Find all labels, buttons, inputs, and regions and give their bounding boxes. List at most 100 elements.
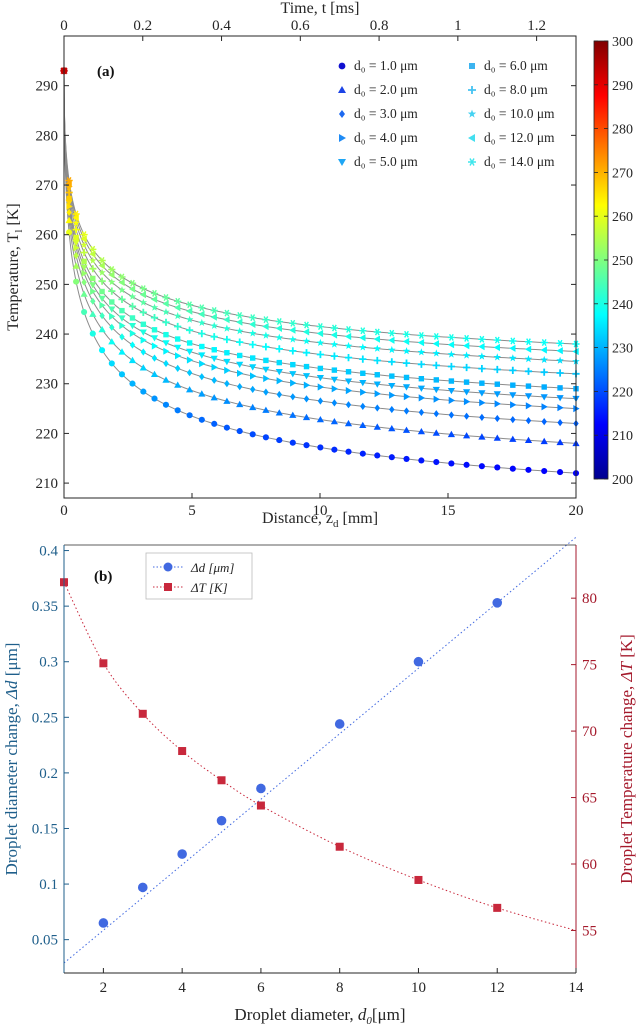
point-d0-4.0 (250, 372, 257, 380)
point-d0-12.0 (302, 328, 310, 336)
panel-b-x-axis-label: Droplet diameter, d0[μm] (234, 1005, 405, 1027)
point-d0-2.0 (447, 430, 455, 438)
point-d0-6.0 (109, 299, 115, 305)
point-d0-5.0 (432, 386, 440, 394)
point-d0-5.0 (65, 199, 73, 206)
point-d0-5.0 (108, 306, 116, 313)
point-d0-14.0 (262, 316, 270, 324)
colorbar-tick-label: 230 (612, 342, 633, 357)
x-tick-label: 20 (569, 503, 584, 519)
point-d0-3.0 (331, 399, 338, 407)
legend-a-marker-8.0 (468, 86, 476, 94)
x-axis-ticks: 0 5 10 15 20 (60, 493, 584, 519)
point-d0-6.0 (331, 367, 338, 373)
legend-a-label-1.0: d₀ = 1.0 μm (354, 58, 418, 73)
point-d0-14.0 (210, 307, 218, 314)
legend-a-marker-1.0 (338, 62, 346, 70)
point-d0-2.0 (540, 437, 548, 445)
legend-a-marker-10.0 (467, 109, 477, 118)
colorbar-tick-label: 280 (612, 123, 633, 138)
point-d0-14.0 (236, 311, 244, 319)
point-d0-6.0 (479, 380, 485, 386)
point-d0-6.0 (403, 374, 410, 381)
point-d0-2.0 (359, 421, 367, 428)
point-d0-3.0 (525, 417, 532, 425)
point-d0-10.0 (89, 256, 97, 264)
point-d0-5.0 (524, 393, 533, 400)
point-d0-1.0 (73, 278, 80, 285)
point-d0-10.0 (275, 333, 283, 341)
point-d0-1.0 (98, 347, 106, 354)
time-tick-label: 1.2 (527, 18, 546, 34)
point-d0-4.0 (510, 401, 517, 409)
point-d0-1.0 (151, 395, 158, 402)
point-d0-1.0 (317, 444, 324, 451)
point-d0-1.0 (345, 448, 352, 455)
point-dt (335, 842, 344, 851)
point-d0-1.0 (478, 463, 485, 470)
point-d0-6.0 (73, 234, 79, 241)
point-d0-12.0 (344, 332, 352, 341)
point-d0-4.0 (73, 244, 80, 252)
point-d0-4.0 (389, 391, 396, 399)
point-d0-4.0 (331, 385, 338, 393)
panel-b-markers (60, 578, 503, 928)
left-y-tick-label: 0.1 (39, 877, 58, 893)
point-d0-12.0 (128, 285, 136, 293)
x-tick-label: 15 (441, 503, 456, 519)
point-d0-3.0 (211, 376, 217, 384)
point-d0-10.0 (210, 321, 218, 329)
point-d0-2.0 (118, 348, 126, 355)
point-d0-14.0 (162, 294, 170, 302)
point-dt (99, 659, 108, 668)
temperature-markers (60, 66, 580, 477)
panel-b-x-tick-label: 4 (178, 980, 186, 996)
point-d0-8.0 (65, 188, 73, 197)
point-d0-12.0 (236, 318, 243, 326)
point-d0-14.0 (65, 177, 73, 184)
point-d0-8.0 (150, 314, 159, 322)
point-d0-2.0 (223, 397, 231, 404)
panel-b-x-tick-label: 12 (490, 980, 505, 996)
point-d0-6.0 (510, 382, 516, 388)
point-d0-2.0 (302, 413, 311, 421)
point-d0-6.0 (236, 352, 243, 359)
point-d0-5.0 (118, 315, 126, 322)
point-d0-14.0 (556, 339, 564, 347)
point-d0-1.0 (331, 446, 338, 453)
point-d0-4.0 (374, 390, 381, 398)
legend-a-label-6.0: d₀ = 6.0 μm (484, 58, 548, 73)
point-d0-1.0 (89, 330, 96, 337)
point-d0-5.0 (478, 390, 486, 397)
point-d0-4.0 (276, 377, 283, 385)
point-d0-4.0 (303, 381, 311, 389)
point-d0-12.0 (402, 337, 410, 346)
right-y-tick-label: 75 (582, 658, 597, 674)
point-d0-14.0 (540, 339, 548, 347)
fit-line-dd (63, 536, 577, 964)
point-d0-4.0 (317, 383, 324, 391)
y-tick-label: 260 (36, 228, 59, 244)
legend-a-label-5.0: d₀ = 5.0 μm (354, 154, 418, 169)
right-y-tick-label: 55 (582, 923, 597, 939)
point-d0-10.0 (524, 355, 533, 363)
point-d0-4.0 (175, 352, 182, 360)
point-d0-12.0 (174, 304, 181, 312)
point-d0-1.0 (359, 450, 366, 457)
point-d0-8.0 (249, 341, 257, 349)
point-d0-12.0 (463, 342, 470, 350)
point-d0-14.0 (89, 245, 97, 253)
point-d0-3.0 (163, 359, 169, 368)
point-d0-5.0 (540, 394, 548, 401)
left-y-tick-label: 0.15 (32, 821, 58, 837)
point-d0-1.0 (108, 360, 115, 367)
point-d0-14.0 (493, 336, 501, 344)
point-d0-14.0 (108, 266, 116, 273)
point-d0-12.0 (417, 339, 425, 347)
point-d0-4.0 (557, 404, 564, 412)
point-d0-1.0 (525, 466, 532, 473)
time-tick-label: 0.2 (133, 18, 152, 34)
point-d0-1.0 (494, 464, 501, 471)
point-d0-12.0 (540, 346, 547, 354)
y-tick-label: 280 (36, 128, 59, 144)
